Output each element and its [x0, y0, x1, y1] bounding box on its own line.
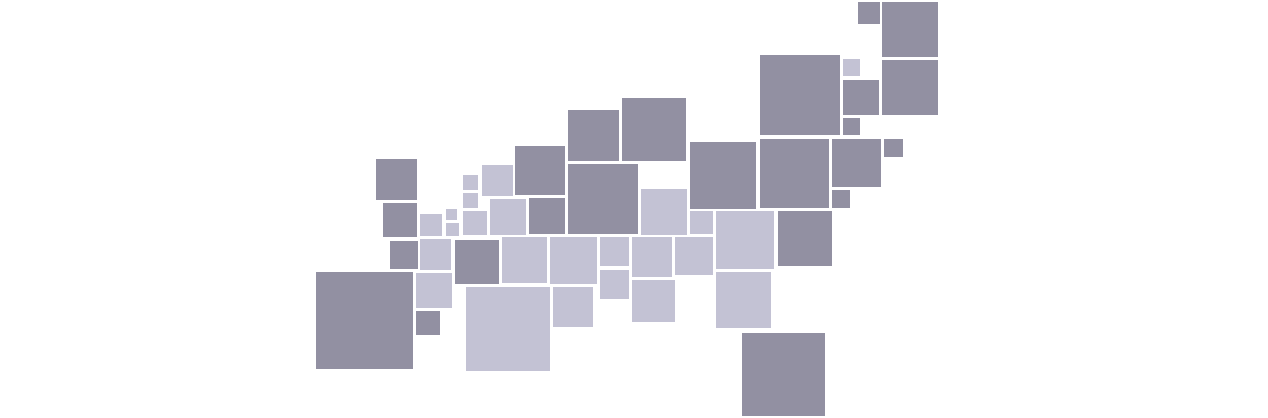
region-square: [390, 241, 418, 269]
region-square: [515, 146, 565, 195]
region-square: [455, 240, 499, 284]
region-square: [832, 139, 881, 187]
region-square: [420, 214, 442, 236]
region-square: [490, 199, 526, 235]
region-square: [416, 273, 452, 308]
region-square: [568, 164, 638, 234]
region-square: [463, 193, 478, 208]
region-square: [716, 272, 771, 328]
region-square: [416, 311, 440, 335]
region-square: [463, 211, 487, 235]
region-square: [675, 237, 713, 275]
region-square: [884, 139, 903, 157]
region-square: [622, 98, 686, 161]
region-square: [742, 333, 825, 416]
region-square: [600, 237, 629, 266]
region-square: [446, 223, 459, 236]
region-square: [632, 280, 675, 322]
region-square: [778, 211, 832, 266]
region-square: [843, 118, 860, 135]
region-square: [760, 55, 840, 135]
region-square: [502, 237, 547, 283]
region-square: [316, 272, 413, 369]
region-square: [600, 270, 629, 299]
region-square: [376, 159, 417, 200]
region-square: [383, 203, 417, 237]
region-square: [529, 198, 565, 234]
region-square: [463, 175, 478, 190]
region-square: [843, 59, 860, 76]
region-square: [716, 211, 774, 269]
region-square: [568, 110, 619, 161]
region-square: [690, 142, 756, 209]
region-square: [446, 209, 457, 220]
region-square: [553, 287, 593, 327]
region-square: [632, 237, 672, 277]
region-square: [843, 80, 879, 115]
region-square: [641, 189, 687, 235]
region-square: [858, 2, 880, 24]
region-square: [832, 190, 850, 208]
region-square: [550, 237, 597, 284]
region-square: [420, 239, 451, 270]
region-square: [482, 165, 513, 196]
region-square: [882, 2, 938, 57]
region-square: [760, 139, 829, 208]
region-square: [690, 211, 713, 234]
region-square: [466, 287, 550, 371]
region-square: [882, 60, 938, 115]
